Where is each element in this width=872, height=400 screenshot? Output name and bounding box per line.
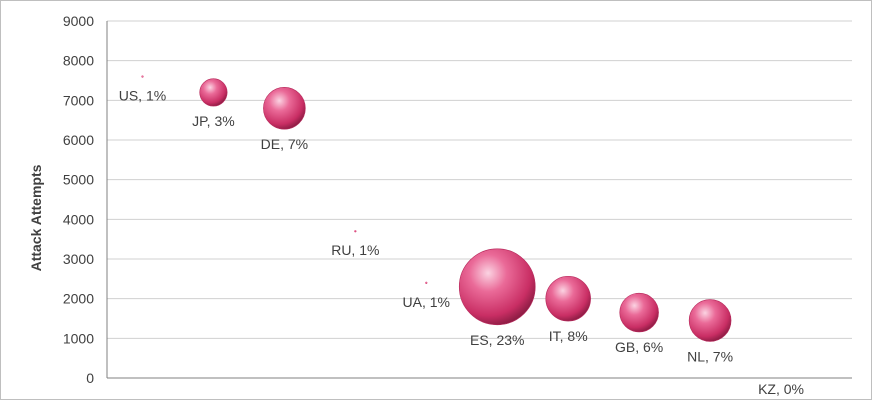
bubble-it [545,275,591,322]
y-tick-label: 6000 [63,132,94,148]
y-axis-label: Attack Attempts [28,164,44,271]
y-tick-label: 5000 [63,172,94,188]
gridlines [107,20,852,339]
bubble-us [141,75,144,78]
bubble-label-ua: UA, 1% [403,294,450,310]
y-tick-labels: 0 1000 2000 3000 4000 5000 6000 7000 8000 9000 [63,13,94,386]
bubble-label-de: DE, 7% [261,136,308,152]
bubble-label-it: IT, 8% [549,328,588,344]
bubble-label-es: ES, 23% [470,332,524,348]
bubble-es [458,248,536,326]
bubble-de [263,87,306,130]
bubbles [141,75,732,342]
y-tick-label: 3000 [63,251,94,267]
bubble-ua [425,281,428,284]
bubble-label-us: US, 1% [119,88,166,104]
y-tick-label: 7000 [63,92,94,108]
y-tick-label: 0 [86,370,94,386]
bubble-labels: US, 1% JP, 3% DE, 7% RU, 1% UA, 1% ES, 23% IT,… [119,88,804,397]
bubble-jp [199,78,228,107]
bubble-label-jp: JP, 3% [192,113,235,129]
y-tick-label: 9000 [63,13,94,29]
bubble-label-gb: GB, 6% [615,339,663,355]
bubble-gb [619,292,659,333]
bubble-label-kz: KZ, 0% [758,381,804,397]
y-tick-label: 4000 [63,211,94,227]
bubble-label-ru: RU, 1% [331,242,379,258]
axes [106,21,852,379]
bubble-label-nl: NL, 7% [687,348,733,364]
y-tick-label: 2000 [63,291,94,307]
y-tick-label: 8000 [63,53,94,69]
y-tick-label: 1000 [63,330,94,346]
bubble-ru [354,230,357,233]
bubble-nl [688,299,732,342]
